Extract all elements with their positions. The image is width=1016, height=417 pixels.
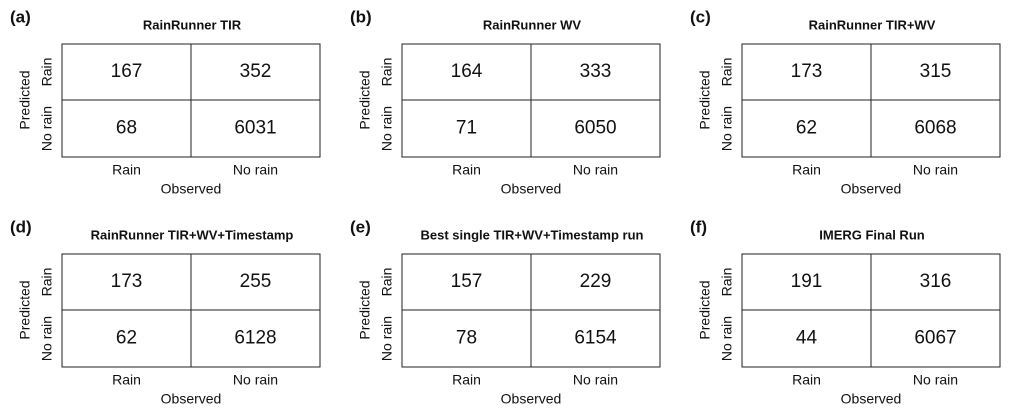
cell-value: 44 — [796, 328, 818, 349]
col-label: No rain — [573, 162, 618, 178]
cell-value: 6067 — [914, 328, 956, 349]
col-label: No rain — [573, 372, 618, 388]
cell-value: 352 — [240, 61, 272, 82]
row-label: No rain — [39, 316, 55, 361]
confusion-matrix: (d) RainRunner TIR+WV+Timestamp 173 255 62 61… — [10, 217, 321, 407]
y-axis-label: Predicted — [697, 280, 713, 339]
cell-value: 62 — [796, 118, 817, 139]
cell-value: 68 — [116, 118, 137, 139]
row-label: Rain — [379, 268, 395, 297]
row-label: Rain — [39, 58, 55, 87]
row-label: No rain — [719, 106, 735, 151]
panel-title: RainRunner TIR+WV+Timestamp — [91, 227, 294, 242]
row-label: No rain — [39, 106, 55, 151]
y-axis-label: Predicted — [17, 70, 33, 129]
col-label: No rain — [913, 162, 958, 178]
panel-label: (a) — [10, 7, 31, 26]
cell-value: 191 — [791, 271, 823, 292]
col-label: Rain — [452, 162, 481, 178]
x-axis-label: Observed — [501, 391, 562, 407]
row-label: Rain — [719, 58, 735, 87]
cell-value: 6031 — [234, 118, 276, 139]
confusion-matrix: (a) RainRunner TIR 167 352 68 6031 Rain No rain… — [10, 7, 321, 197]
cell-value: 6050 — [574, 118, 616, 139]
panel-title: RainRunner TIR+WV — [809, 17, 936, 32]
cell-value: 255 — [240, 271, 272, 292]
y-axis-label: Predicted — [697, 70, 713, 129]
x-axis-label: Observed — [841, 181, 902, 197]
cell-value: 6068 — [914, 118, 956, 139]
confusion-matrix: (e) Best single TIR+WV+Timestamp run 157 22… — [350, 217, 661, 407]
confusion-matrix: (f) IMERG Final Run 191 316 44 6067 Rain No rai… — [690, 217, 1001, 407]
panel-label: (e) — [350, 217, 371, 236]
cell-value: 229 — [580, 271, 612, 292]
cell-value: 173 — [791, 61, 823, 82]
cell-value: 315 — [920, 61, 952, 82]
panel-title: RainRunner WV — [483, 17, 582, 32]
cell-value: 71 — [456, 118, 477, 139]
row-label: Rain — [719, 268, 735, 297]
panel-label: (f) — [690, 217, 707, 236]
cell-value: 167 — [111, 61, 143, 82]
panel-title: IMERG Final Run — [819, 227, 925, 242]
panel-title: Best single TIR+WV+Timestamp run — [421, 227, 644, 242]
col-label: Rain — [452, 372, 481, 388]
panel-label: (d) — [10, 217, 32, 236]
x-axis-label: Observed — [501, 181, 562, 197]
x-axis-label: Observed — [161, 391, 222, 407]
col-label: Rain — [792, 372, 821, 388]
cell-value: 157 — [451, 271, 483, 292]
row-label: Rain — [39, 268, 55, 297]
row-label: No rain — [379, 106, 395, 151]
cell-value: 62 — [116, 328, 137, 349]
x-axis-label: Observed — [841, 391, 902, 407]
panel-label: (b) — [350, 7, 372, 26]
y-axis-label: Predicted — [17, 280, 33, 339]
cell-value: 173 — [111, 271, 143, 292]
col-label: No rain — [233, 372, 278, 388]
y-axis-label: Predicted — [357, 70, 373, 129]
y-axis-label: Predicted — [357, 280, 373, 339]
col-label: No rain — [913, 372, 958, 388]
row-label: No rain — [379, 316, 395, 361]
x-axis-label: Observed — [161, 181, 222, 197]
col-label: Rain — [112, 162, 141, 178]
cell-value: 164 — [451, 61, 483, 82]
col-label: Rain — [112, 372, 141, 388]
cell-value: 6128 — [234, 328, 276, 349]
row-label: Rain — [379, 58, 395, 87]
confusion-matrix: (c) RainRunner TIR+WV 173 315 62 6068 Rain No r… — [690, 7, 1001, 197]
col-label: Rain — [792, 162, 821, 178]
cell-value: 78 — [456, 328, 477, 349]
confusion-matrix: (b) RainRunner WV 164 333 71 6050 Rain No rain R… — [350, 7, 661, 197]
cell-value: 333 — [580, 61, 612, 82]
cell-value: 6154 — [574, 328, 617, 349]
cell-value: 316 — [920, 271, 952, 292]
row-label: No rain — [719, 316, 735, 361]
col-label: No rain — [233, 162, 278, 178]
panel-label: (c) — [690, 7, 711, 26]
panel-title: RainRunner TIR — [143, 17, 242, 32]
